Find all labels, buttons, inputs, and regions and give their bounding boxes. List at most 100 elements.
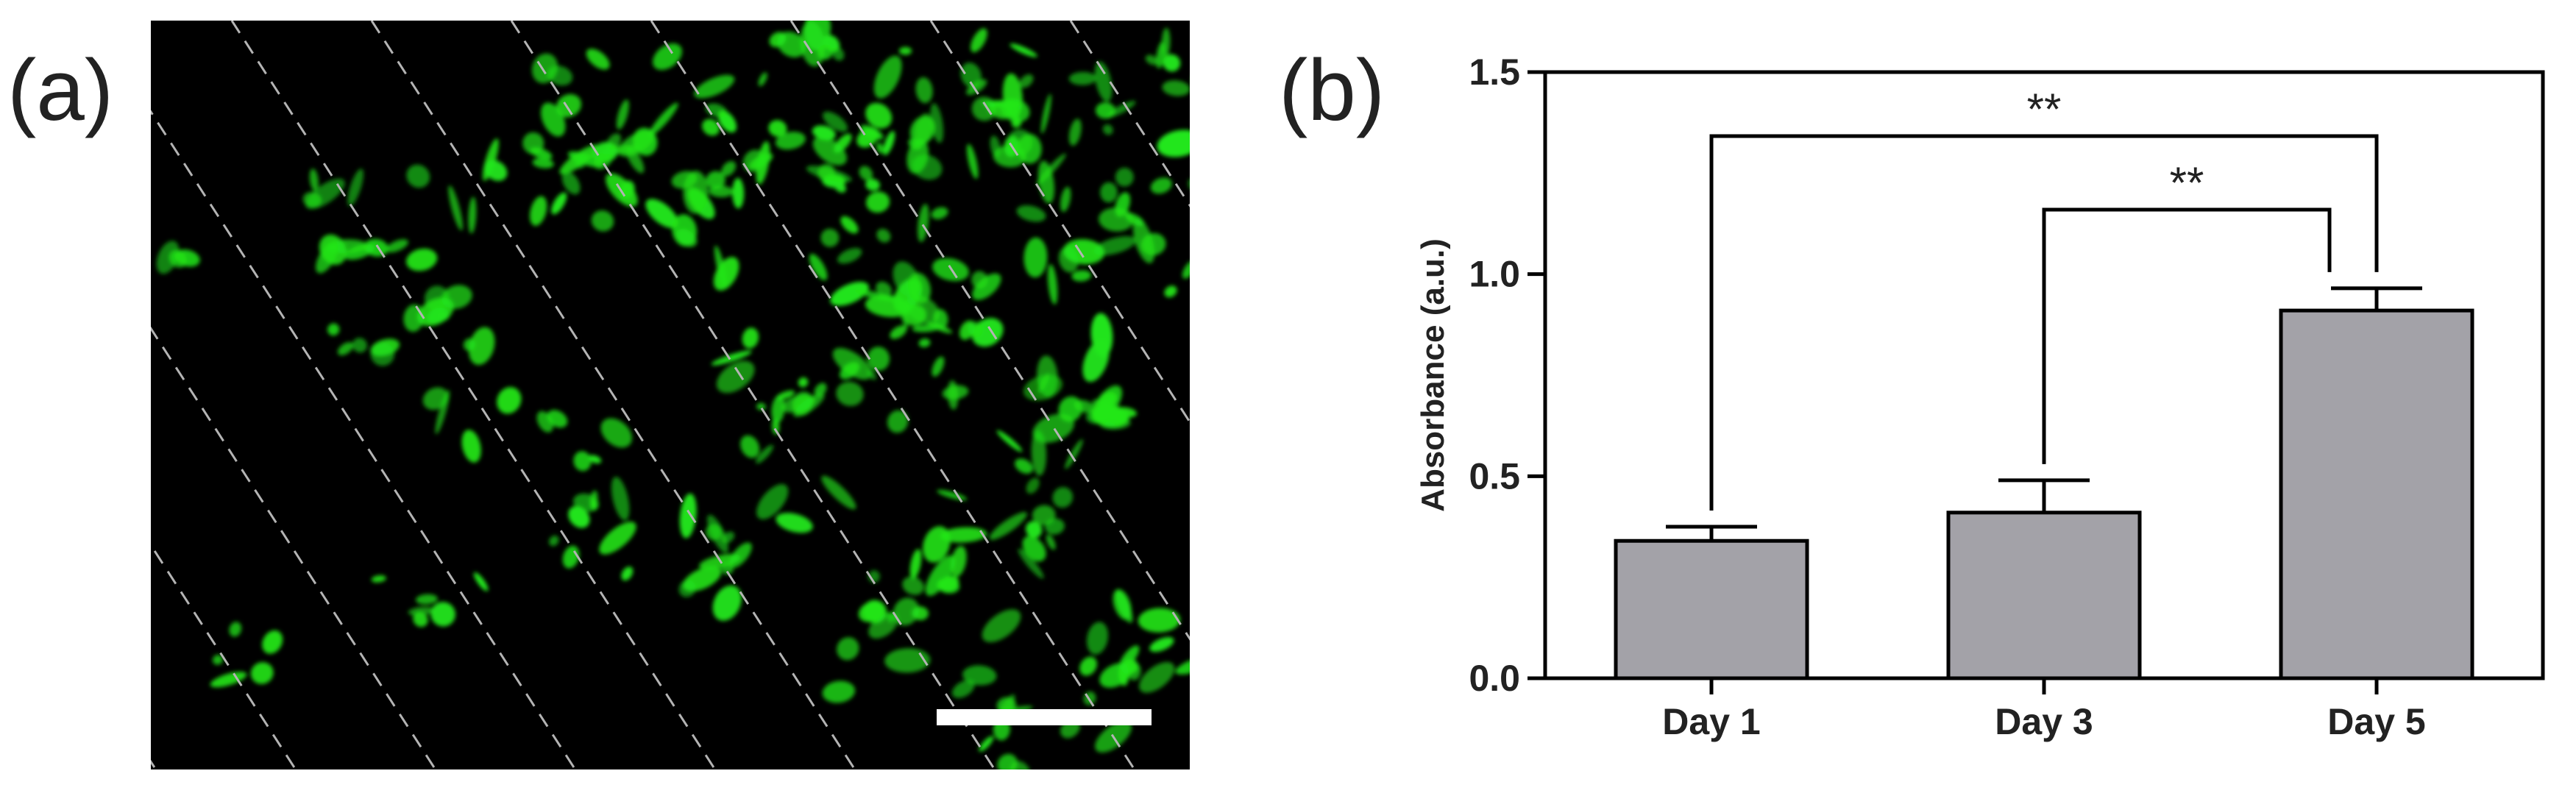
cell: [1032, 505, 1056, 525]
cell: [979, 736, 994, 752]
cell: [250, 662, 274, 684]
cell: [586, 49, 610, 70]
cell: [1082, 339, 1110, 383]
significance-bracket: **: [1709, 85, 2379, 511]
cell: [1099, 207, 1134, 232]
cell: [1079, 656, 1097, 676]
cell: [971, 96, 997, 121]
cell: [716, 360, 755, 394]
cell: [798, 377, 809, 388]
cell: [775, 132, 806, 150]
cell: [1040, 93, 1051, 134]
cell: [865, 102, 893, 129]
cell: [740, 435, 760, 458]
cell: [966, 143, 979, 179]
cell: [812, 125, 836, 141]
cell: [1115, 167, 1134, 187]
cell: [678, 580, 696, 597]
cell: [960, 62, 982, 88]
cell: [551, 192, 567, 215]
cell: [352, 338, 368, 353]
cell: [632, 127, 658, 156]
cell: [806, 166, 852, 182]
cell: [912, 324, 940, 333]
cell: [473, 572, 489, 591]
cell: [461, 430, 481, 463]
cell: [1060, 186, 1071, 213]
cell: [887, 410, 909, 433]
cell: [867, 346, 890, 371]
cell: [347, 168, 363, 207]
cell: [1071, 270, 1092, 282]
cell: [904, 295, 940, 324]
error-bar: [1666, 525, 1757, 541]
cell: [714, 245, 728, 290]
cell: [758, 72, 767, 87]
cell: [625, 146, 645, 174]
cell: [1025, 521, 1043, 538]
cell: [821, 475, 856, 510]
panel-label-b: (b): [1279, 42, 1385, 139]
y-axis-label: Absorbance (a.u.): [1415, 238, 1451, 512]
cell: [884, 648, 931, 673]
x-tick-label: Day 3: [1995, 701, 2093, 742]
cell: [1163, 54, 1181, 72]
cell: [1162, 80, 1190, 96]
cell: [599, 522, 636, 555]
cell: [1047, 264, 1058, 305]
cell: [210, 672, 247, 688]
cell: [823, 111, 848, 132]
cell: [832, 347, 872, 380]
cell: [972, 273, 1001, 300]
cell: [1086, 622, 1109, 655]
bar-day-5: [2279, 308, 2474, 680]
cell: [1017, 133, 1042, 164]
cell: [1018, 548, 1044, 579]
cell: [1052, 486, 1074, 508]
cell: [858, 601, 885, 622]
cell: [1149, 637, 1174, 653]
y-axis-ticks: 0.0 0.5 1.0 1.5: [1469, 51, 1545, 699]
stripe-line: [790, 21, 1190, 641]
cell: [997, 753, 1018, 769]
cell: [732, 177, 745, 209]
cell: [989, 512, 1027, 540]
cell: [902, 576, 924, 595]
cell: [416, 297, 454, 327]
y-tick-label: 1.0: [1469, 254, 1520, 295]
cell: [859, 166, 873, 181]
cell: [931, 207, 948, 219]
cell: [549, 536, 559, 547]
cell: [675, 228, 698, 247]
cell: [679, 493, 697, 538]
cell: [1016, 205, 1046, 222]
cell: [893, 597, 920, 626]
cell: [590, 500, 598, 511]
cell: [817, 44, 834, 60]
cell: [422, 387, 449, 410]
cell: [371, 575, 386, 583]
cell: [939, 575, 959, 592]
cell: [925, 555, 956, 596]
cell: [370, 341, 395, 366]
stripe-line: [510, 21, 996, 769]
cell: [405, 248, 438, 271]
cell: [883, 130, 895, 156]
cell: [990, 135, 1001, 157]
y-tick-label: 1.5: [1469, 51, 1520, 93]
cell: [918, 338, 931, 348]
cell: [865, 179, 880, 191]
cell: [309, 168, 319, 192]
cell: [918, 204, 929, 243]
x-tick-label: Day 1: [1662, 701, 1760, 742]
panel-label-a: (a): [7, 42, 114, 139]
cell: [860, 124, 884, 140]
cell: [1139, 661, 1175, 693]
cell: [430, 602, 456, 627]
cell: [316, 241, 338, 274]
cell: [1093, 236, 1136, 256]
cell: [1036, 153, 1066, 185]
cell: [906, 139, 929, 174]
cell: [1128, 664, 1141, 680]
cell: [1182, 260, 1190, 279]
